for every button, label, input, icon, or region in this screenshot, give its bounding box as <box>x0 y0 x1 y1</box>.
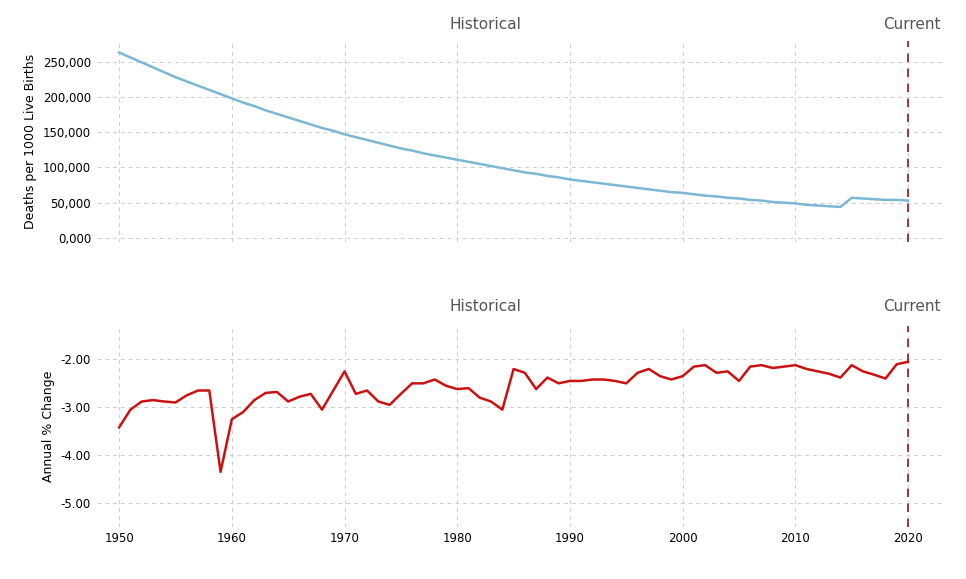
Text: Current: Current <box>884 17 941 32</box>
Text: Current: Current <box>884 299 941 314</box>
Text: Historical: Historical <box>449 17 522 32</box>
Y-axis label: Deaths per 1000 Live Births: Deaths per 1000 Live Births <box>24 53 38 229</box>
Y-axis label: Annual % Change: Annual % Change <box>43 371 55 482</box>
Text: Historical: Historical <box>449 299 522 314</box>
